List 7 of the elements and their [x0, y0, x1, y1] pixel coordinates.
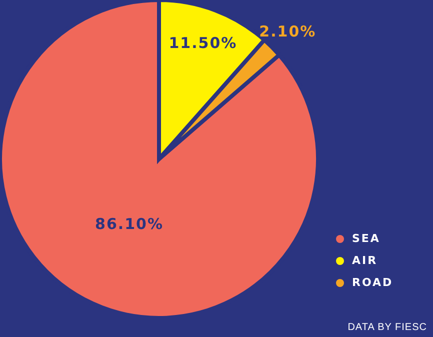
text: DATA BY FIESC [348, 322, 427, 333]
data-label: 86.10% [95, 215, 164, 234]
data-label: 2.10% [259, 22, 316, 41]
data-label: 11.50% [168, 34, 238, 52]
legend-label: SEA [352, 232, 380, 245]
legend-label: ROAD [352, 276, 394, 289]
legend-label: AIR [352, 254, 378, 267]
